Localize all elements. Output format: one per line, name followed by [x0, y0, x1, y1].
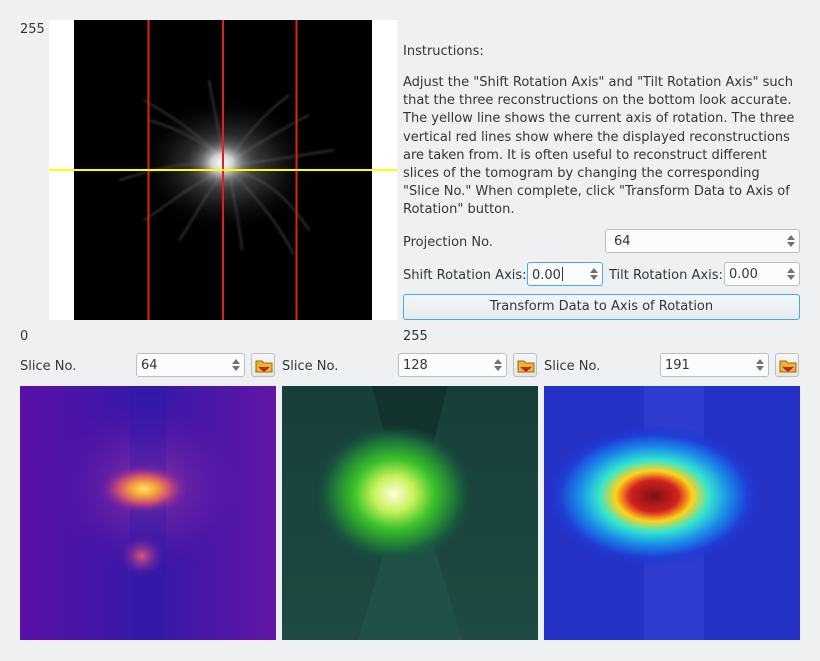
instructions-text: Adjust the "Shift Rotation Axis" and "Ti… — [403, 75, 795, 218]
slice-folder-button-3[interactable] — [775, 353, 799, 377]
arrow-up-icon[interactable] — [590, 268, 598, 273]
tilt-rotation-spinbox[interactable]: 0.00 — [724, 262, 800, 286]
arrow-up-icon[interactable] — [787, 268, 795, 273]
instructions-title: Instructions: — [403, 44, 484, 59]
tilt-label: Tilt Rotation Axis: — [609, 268, 723, 283]
folder-icon — [517, 360, 535, 373]
arrow-up-icon[interactable] — [232, 359, 240, 364]
arrow-down-icon[interactable] — [756, 366, 764, 371]
projection-value: 64 — [614, 234, 631, 249]
slice-value-3: 191 — [665, 358, 690, 373]
slice-label-2: Slice No. — [282, 359, 339, 374]
x-axis-min-label: 0 — [20, 329, 29, 344]
rotation-axis-line[interactable] — [49, 169, 397, 171]
shift-label: Shift Rotation Axis: — [403, 268, 527, 283]
y-axis-max-label: 255 — [20, 22, 45, 37]
reconstruction-1[interactable] — [20, 386, 276, 640]
shift-value: 0.00 — [532, 268, 561, 283]
arrow-up-icon[interactable] — [787, 235, 795, 240]
slice-value-1: 64 — [141, 358, 158, 373]
text-caret — [561, 267, 563, 281]
arrow-up-icon[interactable] — [756, 359, 764, 364]
arrow-down-icon[interactable] — [232, 366, 240, 371]
slice-label-3: Slice No. — [544, 359, 601, 374]
shift-rotation-spinbox[interactable]: 0.00 — [527, 262, 603, 286]
reconstruction-2[interactable] — [282, 386, 538, 640]
x-axis-max-label: 255 — [403, 329, 428, 344]
reconstruction-3[interactable] — [544, 386, 800, 640]
slice-folder-button-1[interactable] — [251, 353, 275, 377]
transform-button[interactable]: Transform Data to Axis of Rotation — [403, 294, 800, 320]
tilt-value: 0.00 — [729, 267, 758, 282]
projection-spinbox[interactable]: 64 — [605, 229, 800, 253]
slice-label-1: Slice No. — [20, 359, 77, 374]
folder-icon — [255, 360, 273, 373]
arrow-down-icon[interactable] — [787, 275, 795, 280]
folder-icon — [779, 360, 797, 373]
arrow-down-icon[interactable] — [590, 275, 598, 280]
slice-folder-button-2[interactable] — [513, 353, 537, 377]
slice-value-2: 128 — [403, 358, 428, 373]
slice-spinbox-2[interactable]: 128 — [398, 353, 507, 377]
arrow-down-icon[interactable] — [494, 366, 502, 371]
slice-spinbox-3[interactable]: 191 — [660, 353, 769, 377]
slice-spinbox-1[interactable]: 64 — [136, 353, 245, 377]
arrow-up-icon[interactable] — [494, 359, 502, 364]
projection-label: Projection No. — [403, 235, 493, 250]
arrow-down-icon[interactable] — [787, 242, 795, 247]
